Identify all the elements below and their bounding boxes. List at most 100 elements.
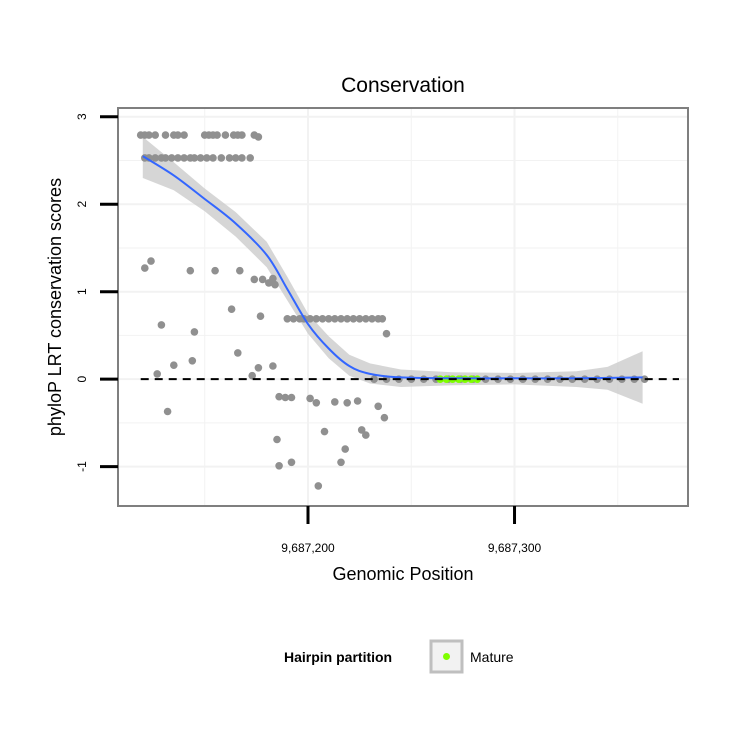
data-point [211, 266, 219, 275]
data-point [370, 375, 378, 384]
data-point [275, 392, 283, 401]
data-point [161, 154, 170, 162]
data-point [151, 131, 159, 139]
data-point [287, 393, 296, 402]
data-point [283, 315, 292, 323]
data-point [269, 274, 277, 283]
legend: Hairpin partition Mature [284, 639, 514, 674]
data-point [231, 154, 240, 162]
data-point [190, 154, 199, 162]
data-point [254, 133, 263, 141]
data-point [271, 280, 279, 289]
y-tick-label: 1 [75, 288, 89, 295]
data-point [188, 357, 197, 365]
data-point [273, 435, 281, 444]
data-point [180, 154, 188, 162]
data-point [141, 264, 149, 272]
smooth-line [142, 155, 643, 380]
data-point [382, 329, 391, 338]
data-point [217, 154, 226, 162]
data-point [269, 362, 277, 370]
data-point [640, 375, 649, 384]
data-point [227, 305, 236, 314]
confidence-band-layer [142, 136, 643, 404]
legend-mature-dot [443, 653, 450, 660]
legend-title: Hairpin partition [284, 649, 392, 665]
x-axis-title: Genomic Position [332, 564, 473, 584]
data-point [180, 131, 188, 139]
data-point [238, 154, 246, 162]
data-point [362, 431, 370, 439]
data-point [213, 131, 221, 139]
data-point [209, 154, 217, 162]
data-point [250, 275, 259, 284]
data-point [161, 131, 170, 139]
data-point [254, 364, 263, 372]
data-point [341, 445, 350, 453]
data-point [246, 154, 254, 162]
y-axis-title: phyloP LRT conservation scores [45, 178, 65, 436]
data-point [236, 266, 244, 275]
data-point [318, 315, 327, 323]
data-point [238, 131, 246, 139]
data-point [147, 257, 155, 265]
y-tick-label: 2 [75, 201, 89, 208]
data-point [221, 131, 230, 139]
x-axis: 9,687,200 9,687,300 [281, 506, 542, 555]
data-point [186, 266, 195, 275]
y-tick-label: -1 [75, 461, 89, 472]
data-point [343, 315, 352, 323]
data-point [378, 315, 387, 323]
data-point [275, 462, 283, 470]
data-point [362, 315, 370, 323]
data-point [314, 482, 323, 490]
plot-panel-border [117, 107, 689, 507]
data-point [343, 399, 352, 407]
data-point [151, 154, 159, 162]
chart-title: Conservation [341, 74, 465, 97]
y-tick-label: 0 [75, 376, 89, 383]
data-point [331, 315, 339, 323]
y-axis: -1 0 1 2 3 [75, 113, 118, 472]
data-point [256, 312, 265, 321]
data-point [289, 315, 298, 323]
data-point [337, 458, 345, 467]
data-point [203, 154, 211, 162]
data-point [234, 349, 242, 357]
data-point [380, 413, 389, 422]
data-point [163, 407, 172, 416]
data-point [355, 315, 364, 323]
data-point [312, 315, 321, 323]
confidence-band [142, 136, 643, 404]
smooth-line-layer [142, 155, 643, 380]
data-points [136, 131, 649, 490]
data-point [167, 154, 176, 162]
data-point [324, 315, 333, 323]
data-point [349, 315, 358, 323]
data-point [287, 458, 296, 467]
data-point [190, 328, 199, 336]
data-point [353, 397, 362, 405]
data-point [157, 321, 166, 329]
x-tick-label: 9,687,300 [488, 541, 542, 555]
data-point [170, 361, 178, 370]
data-point [374, 402, 383, 411]
data-point [225, 154, 234, 162]
data-point [320, 427, 329, 436]
x-tick-label: 9,687,200 [281, 541, 335, 555]
data-point [306, 394, 314, 403]
data-point [281, 393, 290, 402]
data-point [174, 154, 182, 162]
data-point [331, 398, 339, 406]
data-point [248, 371, 256, 380]
data-point [337, 315, 345, 323]
data-point [174, 131, 182, 139]
legend-label-mature: Mature [470, 649, 514, 665]
data-point [357, 426, 366, 434]
data-point [312, 399, 321, 407]
data-point [258, 275, 267, 284]
data-point [153, 370, 161, 378]
data-point [368, 315, 376, 323]
grid-lines [118, 108, 688, 506]
